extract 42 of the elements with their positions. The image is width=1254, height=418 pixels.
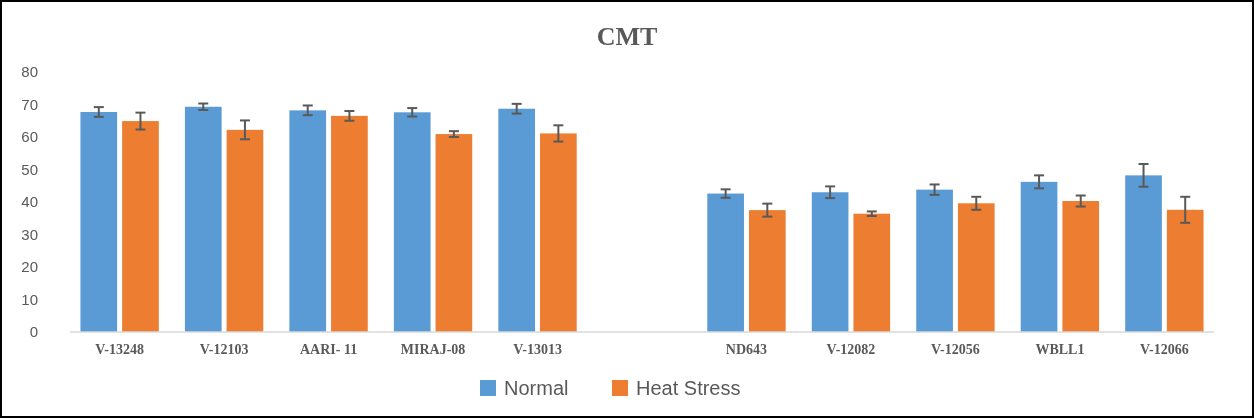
bar	[289, 110, 327, 332]
x-tick-label: AARI- 11	[299, 342, 358, 357]
y-tick-label: 40	[21, 193, 38, 211]
bar	[748, 210, 786, 332]
x-tick-label: WBLL1	[1035, 342, 1085, 357]
bar	[393, 112, 431, 332]
bar	[707, 193, 744, 332]
x-tick-label: ND643	[725, 342, 768, 357]
x-tick-label: V-12066	[1140, 342, 1189, 357]
x-tick-label: V-12082	[826, 342, 876, 357]
x-tick-label: MIRAJ-08	[400, 342, 466, 357]
y-tick-label: 20	[21, 258, 38, 276]
y-tick-label: 60	[21, 128, 38, 146]
x-tick-label: V-13248	[95, 342, 144, 357]
bar	[811, 192, 849, 332]
y-tick-label: 80	[21, 63, 38, 81]
bar	[957, 203, 995, 332]
bar	[498, 108, 536, 332]
bar	[184, 106, 222, 332]
x-tick-label: V-12103	[199, 342, 249, 357]
bar	[80, 111, 118, 332]
bar	[331, 115, 368, 332]
bar	[1125, 175, 1162, 332]
chart-title: CMT	[596, 22, 658, 51]
legend-label: Normal	[504, 377, 569, 399]
y-tick-label: 10	[21, 290, 38, 308]
x-tick-label: V-12056	[931, 342, 980, 357]
y-tick-label: 0	[29, 323, 38, 341]
bar	[1166, 209, 1204, 332]
bar	[916, 189, 953, 332]
bar	[1062, 201, 1100, 332]
y-tick-label: 30	[21, 225, 38, 243]
y-tick-label: 70	[21, 95, 38, 113]
bar	[540, 133, 577, 332]
bar	[853, 213, 891, 332]
x-tick-label: V-13013	[513, 342, 562, 357]
y-tick-label: 50	[21, 160, 38, 178]
bar	[122, 121, 159, 332]
legend-label: Heat Stress	[636, 377, 741, 399]
bar	[1020, 181, 1058, 332]
bar	[226, 129, 264, 332]
bar	[435, 134, 473, 332]
